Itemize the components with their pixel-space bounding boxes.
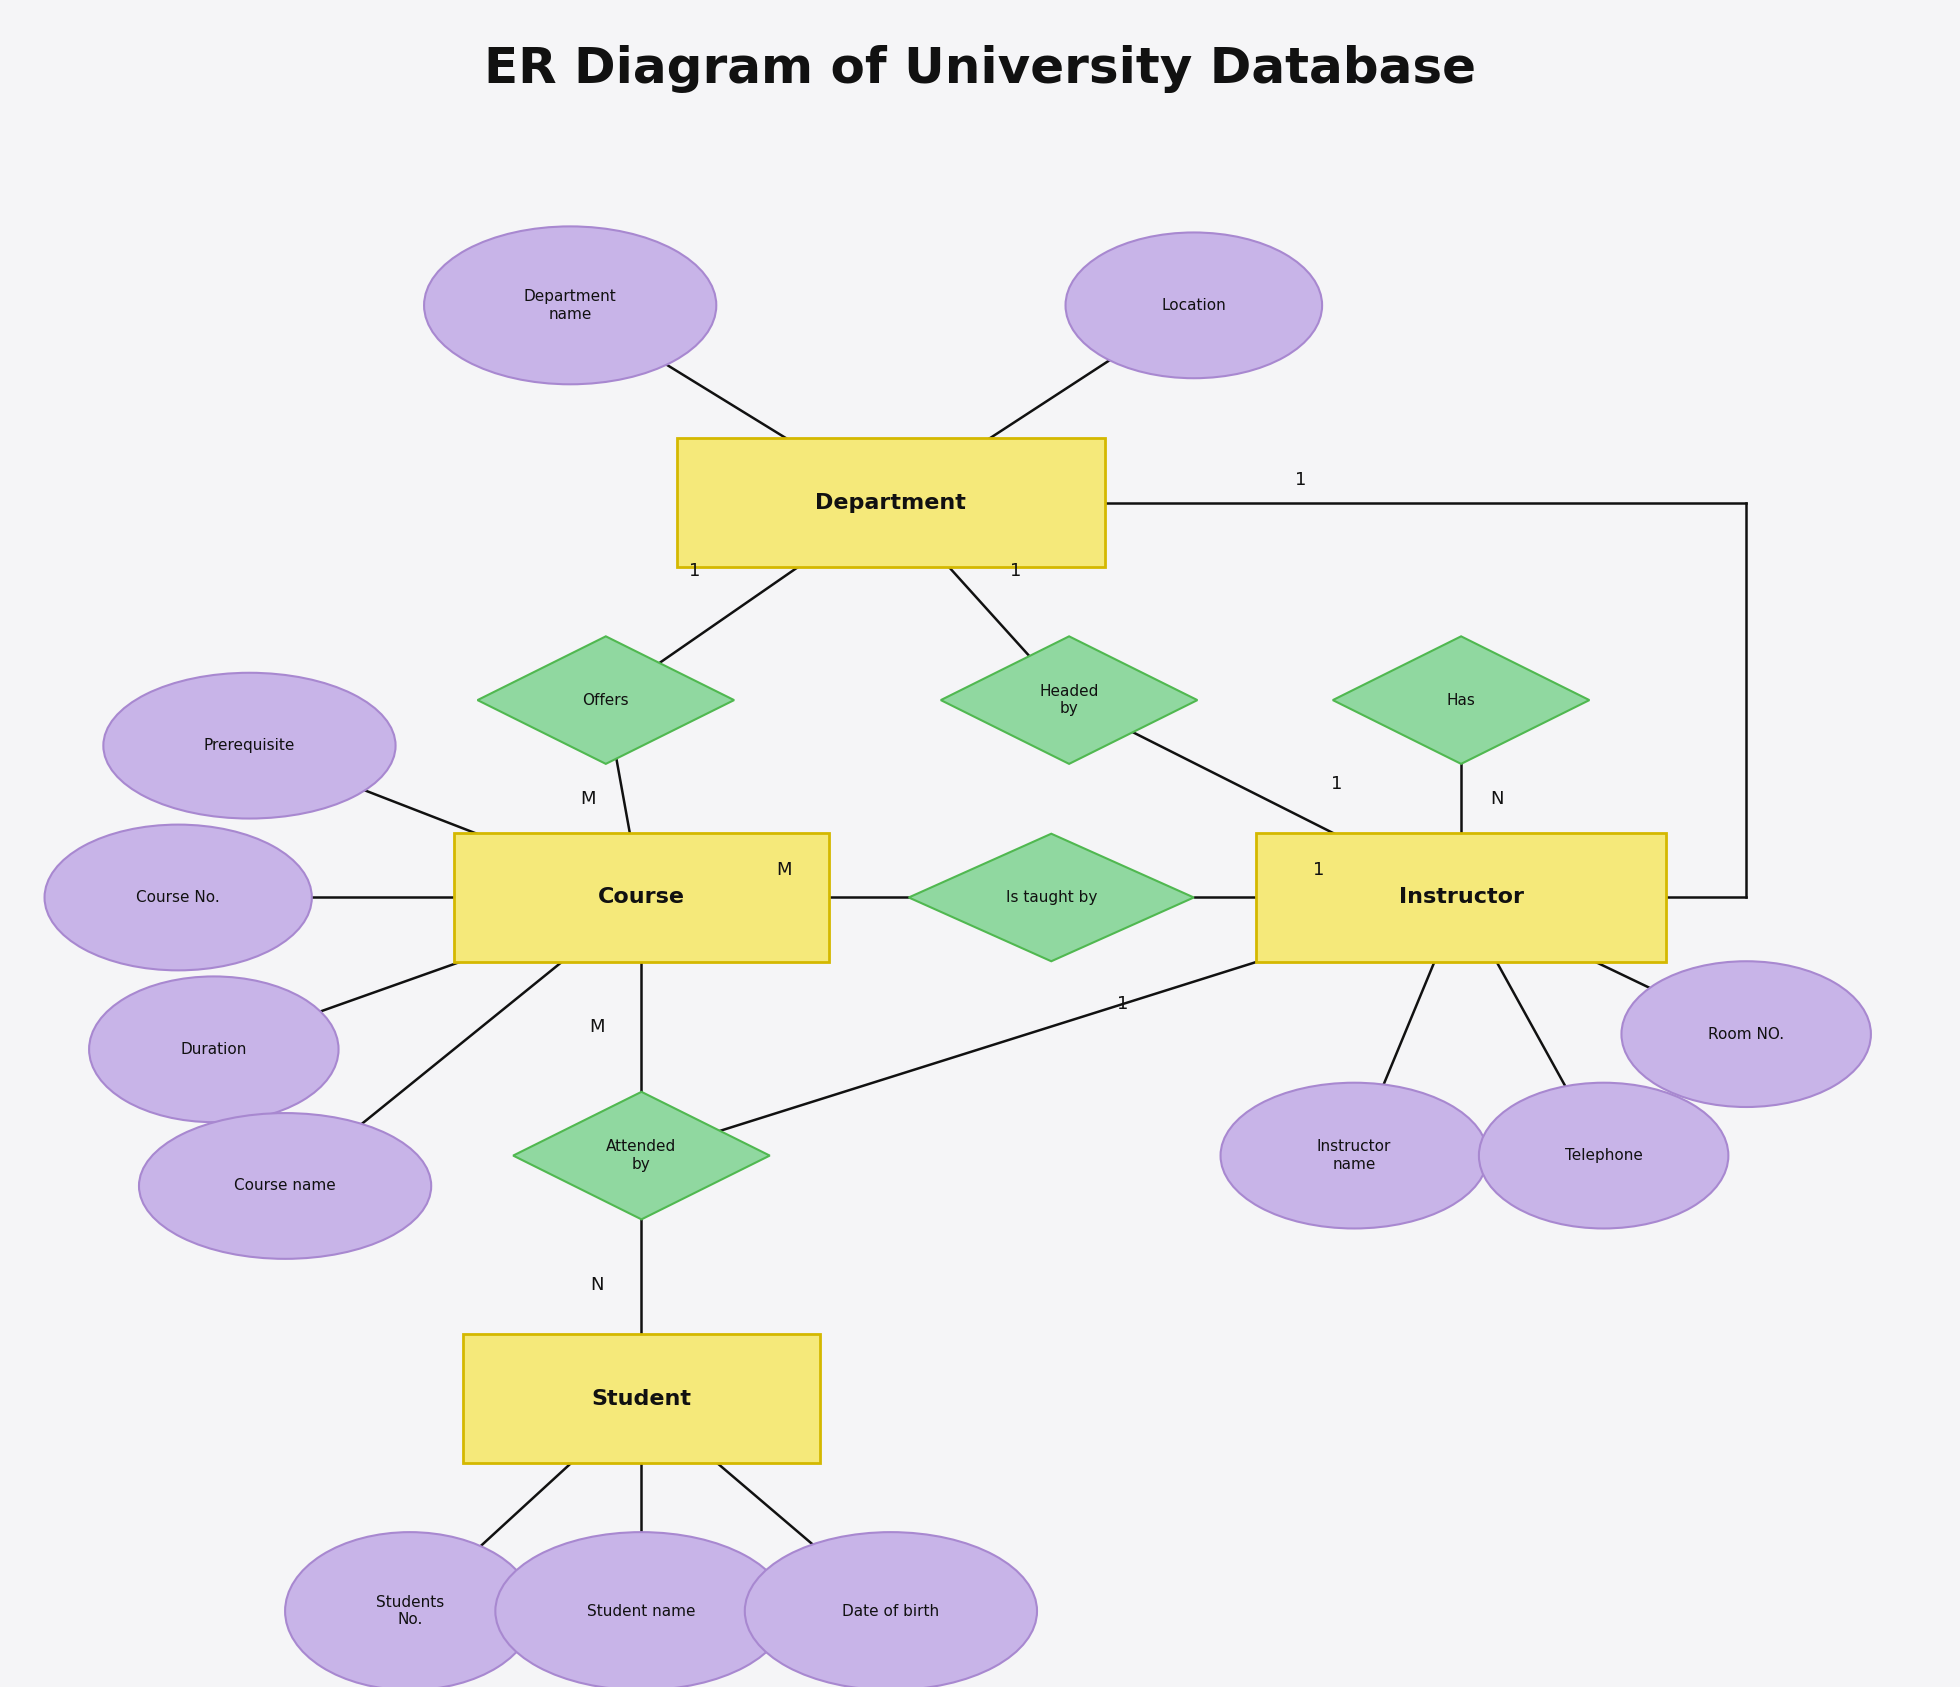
Text: Date of birth: Date of birth xyxy=(843,1604,939,1618)
Text: Location: Location xyxy=(1162,299,1227,312)
Text: Prerequisite: Prerequisite xyxy=(204,739,296,752)
Text: 1: 1 xyxy=(1117,995,1129,1012)
Polygon shape xyxy=(514,1091,770,1220)
Text: Is taught by: Is taught by xyxy=(1005,891,1098,904)
Text: Students
No.: Students No. xyxy=(376,1594,445,1628)
Ellipse shape xyxy=(104,673,396,818)
Polygon shape xyxy=(909,833,1194,962)
Text: Instructor: Instructor xyxy=(1399,887,1523,908)
Text: 1: 1 xyxy=(1331,774,1343,793)
Bar xyxy=(455,833,829,962)
Text: Telephone: Telephone xyxy=(1564,1149,1642,1162)
Text: Course No.: Course No. xyxy=(137,891,220,904)
Polygon shape xyxy=(1333,636,1590,764)
Ellipse shape xyxy=(423,226,715,385)
Text: Attended
by: Attended by xyxy=(606,1139,676,1172)
Ellipse shape xyxy=(1480,1083,1729,1228)
Text: Room NO.: Room NO. xyxy=(1707,1027,1784,1041)
Ellipse shape xyxy=(1621,962,1872,1107)
Polygon shape xyxy=(478,636,735,764)
Ellipse shape xyxy=(88,977,339,1122)
Text: Department: Department xyxy=(815,493,966,513)
Text: 1: 1 xyxy=(1296,471,1307,489)
Ellipse shape xyxy=(1066,233,1323,378)
Text: Student name: Student name xyxy=(588,1604,696,1618)
Text: Course: Course xyxy=(598,887,684,908)
Text: N: N xyxy=(1490,790,1503,808)
Text: ER Diagram of University Database: ER Diagram of University Database xyxy=(484,46,1476,93)
Text: Department
name: Department name xyxy=(523,288,617,322)
Ellipse shape xyxy=(139,1113,431,1259)
Text: Has: Has xyxy=(1446,693,1476,707)
Text: 1: 1 xyxy=(690,562,700,580)
Polygon shape xyxy=(941,636,1198,764)
Text: Student: Student xyxy=(592,1388,692,1409)
Text: Duration: Duration xyxy=(180,1043,247,1056)
Text: Course name: Course name xyxy=(233,1179,335,1193)
Bar xyxy=(463,1334,819,1463)
Text: M: M xyxy=(776,860,792,879)
Text: N: N xyxy=(590,1275,604,1294)
Text: Offers: Offers xyxy=(582,693,629,707)
Ellipse shape xyxy=(745,1532,1037,1687)
Text: M: M xyxy=(590,1017,604,1036)
Ellipse shape xyxy=(45,825,312,970)
Ellipse shape xyxy=(1221,1083,1488,1228)
Bar xyxy=(1256,833,1666,962)
Ellipse shape xyxy=(284,1532,535,1687)
Text: M: M xyxy=(580,790,596,808)
Ellipse shape xyxy=(496,1532,788,1687)
Bar xyxy=(676,439,1105,567)
Text: Instructor
name: Instructor name xyxy=(1317,1139,1392,1172)
Text: 1: 1 xyxy=(1009,562,1021,580)
Text: Headed
by: Headed by xyxy=(1039,683,1100,717)
Text: 1: 1 xyxy=(1313,860,1325,879)
